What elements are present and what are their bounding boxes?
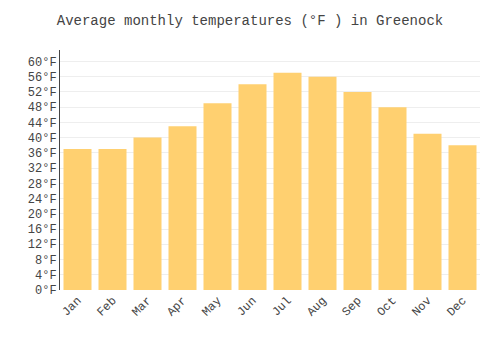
svg-text:4°F: 4°F [35, 269, 57, 283]
svg-text:48°F: 48°F [28, 101, 57, 115]
svg-text:Aug: Aug [304, 294, 329, 319]
svg-text:Oct: Oct [374, 294, 399, 319]
svg-text:Average monthly temperatures (: Average monthly temperatures (°F ) in Gr… [57, 13, 443, 29]
svg-text:24°F: 24°F [28, 193, 57, 207]
svg-text:Jun: Jun [234, 294, 259, 319]
svg-text:28°F: 28°F [28, 178, 57, 192]
svg-text:36°F: 36°F [28, 147, 57, 161]
svg-text:Apr: Apr [164, 294, 189, 319]
svg-text:0°F: 0°F [35, 284, 57, 298]
svg-text:52°F: 52°F [28, 86, 57, 100]
svg-text:Jan: Jan [59, 294, 84, 319]
svg-text:Feb: Feb [94, 294, 119, 319]
svg-text:60°F: 60°F [28, 56, 57, 70]
svg-text:Dec: Dec [444, 294, 469, 319]
svg-text:May: May [199, 294, 224, 319]
svg-text:40°F: 40°F [28, 132, 57, 146]
svg-text:Mar: Mar [129, 294, 154, 319]
svg-text:16°F: 16°F [28, 223, 57, 237]
svg-text:32°F: 32°F [28, 162, 57, 176]
svg-text:12°F: 12°F [28, 238, 57, 252]
svg-text:56°F: 56°F [28, 71, 57, 85]
svg-text:20°F: 20°F [28, 208, 57, 222]
svg-text:44°F: 44°F [28, 117, 57, 131]
svg-text:Sep: Sep [339, 294, 364, 319]
svg-text:8°F: 8°F [35, 254, 57, 268]
svg-text:Nov: Nov [409, 294, 434, 319]
svg-text:Jul: Jul [269, 294, 294, 319]
